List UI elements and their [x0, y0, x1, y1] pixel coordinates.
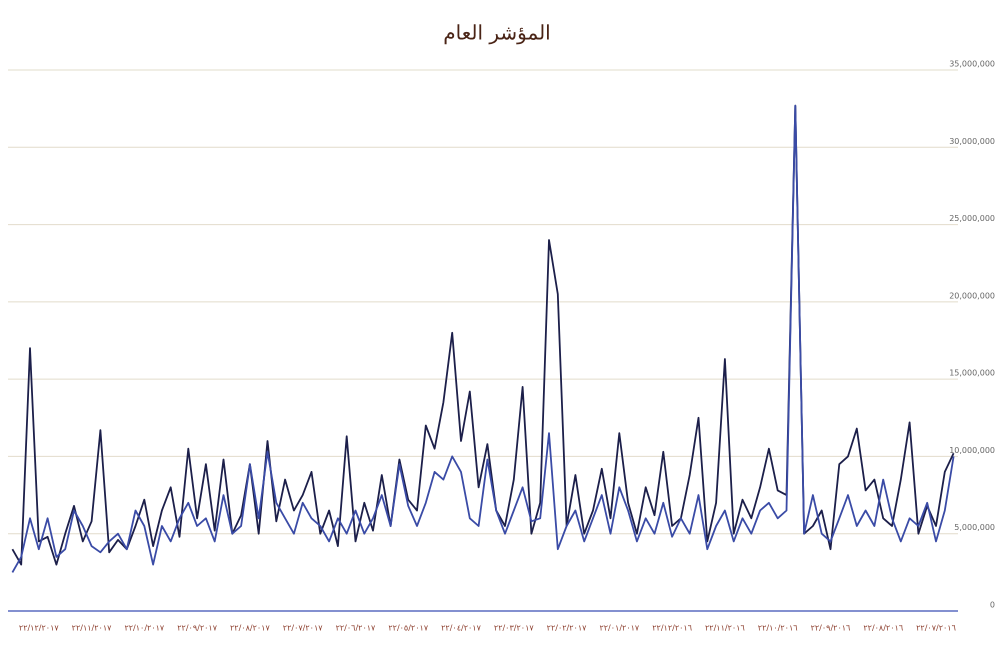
x-tick-label: ٢٢/٠٣/٢٠١٧ — [494, 624, 534, 633]
x-tick-label: ٢٢/٠٤/٢٠١٧ — [441, 624, 481, 633]
x-tick-label: ٢٢/٠٨/٢٠١٧ — [230, 624, 270, 633]
x-tick-label: ٢٢/٠٨/٢٠١٦ — [863, 624, 903, 633]
x-tick-label: ٢٢/٠٢/٢٠١٧ — [547, 624, 587, 633]
x-tick-label: ٢٢/١٠/٢٠١٧ — [124, 624, 164, 633]
x-tick-label: ٢٢/٠٦/٢٠١٧ — [336, 624, 376, 633]
x-tick-label: ٢٢/٠٩/٢٠١٧ — [177, 624, 217, 633]
x-tick-label: ٢٢/١٢/٢٠١٧ — [19, 624, 59, 633]
y-tick-label: 15,000,000 — [949, 369, 995, 378]
x-tick-label: ٢٢/١١/٢٠١٧ — [72, 624, 112, 633]
x-tick-label: ٢٢/١١/٢٠١٦ — [705, 624, 745, 633]
x-tick-label: ٢٢/١٢/٢٠١٦ — [652, 624, 692, 633]
y-tick-label: 5,000,000 — [954, 523, 995, 532]
y-tick-label: 20,000,000 — [949, 291, 995, 300]
y-tick-label: 0 — [990, 601, 995, 610]
y-tick-label: 35,000,000 — [949, 60, 995, 69]
x-tick-label: ٢٢/٠١/٢٠١٧ — [599, 624, 639, 633]
x-tick-label: ٢٢/٠٩/٢٠١٦ — [811, 624, 851, 633]
x-tick-label: ٢٢/٠٧/٢٠١٧ — [283, 624, 323, 633]
x-tick-label: ٢٢/١٠/٢٠١٦ — [758, 624, 798, 633]
y-tick-label: 30,000,000 — [949, 137, 995, 146]
y-tick-label: 25,000,000 — [949, 214, 995, 223]
y-tick-label: 10,000,000 — [949, 446, 995, 455]
x-tick-label: ٢٢/٠٥/٢٠١٧ — [388, 624, 428, 633]
series-line — [11, 104, 955, 573]
chart-title: المؤشر العام — [443, 21, 550, 45]
x-tick-label: ٢٢/٠٧/٢٠١٦ — [916, 624, 956, 633]
